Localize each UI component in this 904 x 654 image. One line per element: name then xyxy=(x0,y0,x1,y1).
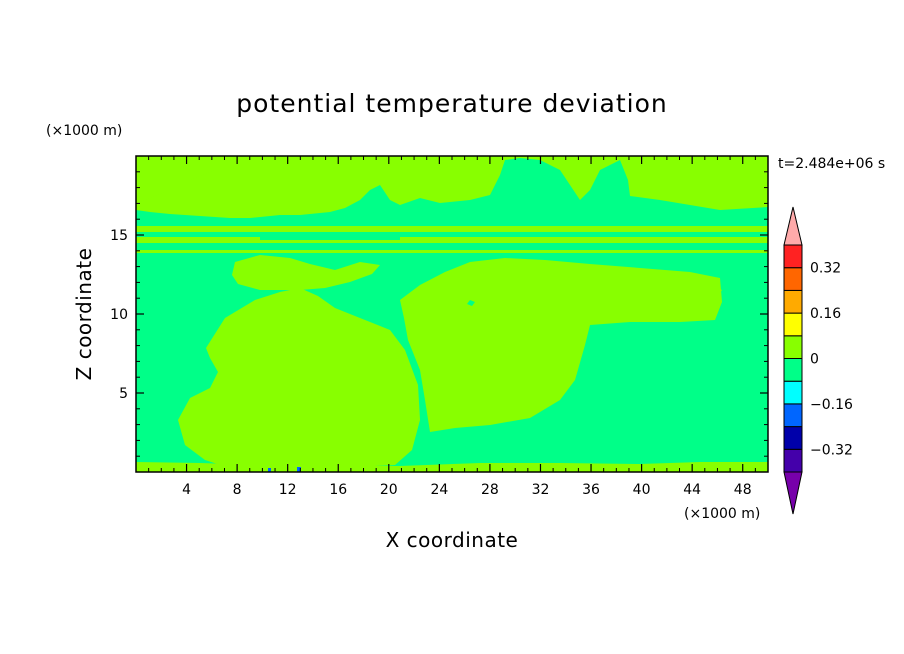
colorbar-segment xyxy=(783,426,803,450)
colorbar-segment xyxy=(783,358,803,382)
x-tick-label: 48 xyxy=(734,482,752,498)
contour-region-bottom xyxy=(136,462,768,472)
x-tick-label: 44 xyxy=(683,482,701,498)
colorbar-segment xyxy=(783,403,803,428)
contour-region-mid-left xyxy=(232,255,380,290)
contour-region-stripe-2 xyxy=(136,237,768,243)
colorbar-segment xyxy=(783,448,803,473)
contour-region-cap xyxy=(136,156,250,205)
x-axis-title: X coordinate xyxy=(386,528,519,552)
x-tick-label: 28 xyxy=(481,482,499,498)
y-tick-label: 5 xyxy=(119,386,128,402)
y-axis-title: Z coordinate xyxy=(72,248,96,381)
colorbar-tick-label: −0.16 xyxy=(810,397,853,413)
contour-band-negative-inner xyxy=(260,205,640,306)
contour-spot-2 xyxy=(297,467,301,472)
contour-region-inner-3 xyxy=(340,205,375,218)
colorbar-tick-label: 0 xyxy=(810,352,819,368)
colorbar-under-arrow xyxy=(783,471,803,515)
colorbar-segment xyxy=(783,312,803,337)
colorbar-segment xyxy=(783,289,803,314)
y-axis-ticks: 5 10 15 xyxy=(110,171,768,457)
contour-region-center xyxy=(400,258,722,432)
x-tick-label: 24 xyxy=(430,482,448,498)
x-axis-ticks: 4 8 12 16 20 24 28 32 36 40 44 48 xyxy=(148,156,756,498)
colorbar-segment xyxy=(783,244,803,269)
contour-region-inner-2 xyxy=(480,244,640,248)
contour-region-upper xyxy=(136,156,768,218)
contour-region-right-strip xyxy=(560,280,722,300)
contour-region-stripe-1 xyxy=(136,226,768,232)
colorbar: 0.32 0.16 0 −0.16 −0.32 xyxy=(783,206,853,515)
contour-band-positive xyxy=(136,156,768,472)
y-tick-label: 10 xyxy=(110,307,128,323)
contour-spot-1 xyxy=(268,468,271,472)
x-tick-label: 4 xyxy=(182,482,191,498)
x-tick-label: 32 xyxy=(532,482,550,498)
x-tick-label: 8 xyxy=(233,482,242,498)
contour-region-inner-1 xyxy=(260,236,400,240)
x-unit-label: (×1000 m) xyxy=(684,506,760,522)
x-tick-label: 12 xyxy=(279,482,297,498)
x-tick-label: 16 xyxy=(329,482,347,498)
contour-region-stripe-3 xyxy=(136,250,768,253)
contour-field xyxy=(136,156,768,472)
x-tick-label: 36 xyxy=(582,482,600,498)
colorbar-tick-label: 0.16 xyxy=(810,306,841,322)
contour-spots xyxy=(268,467,301,472)
colorbar-segment xyxy=(783,380,803,405)
colorbar-segment xyxy=(783,267,803,291)
colorbar-tick-label: 0.32 xyxy=(810,261,841,277)
colorbar-tick-label: −0.32 xyxy=(810,442,853,458)
x-tick-label: 20 xyxy=(380,482,398,498)
y-unit-label: (×1000 m) xyxy=(46,123,122,139)
contour-region-inner-4 xyxy=(400,212,450,220)
contour-region-inner-5 xyxy=(467,300,475,306)
contour-region-lower-left xyxy=(178,288,420,470)
x-tick-label: 40 xyxy=(633,482,651,498)
y-tick-label: 15 xyxy=(110,228,128,244)
colorbar-segment xyxy=(783,335,803,359)
chart-title: potential temperature deviation xyxy=(236,89,667,118)
time-label: t=2.484e+06 s xyxy=(778,156,885,172)
colorbar-over-arrow xyxy=(783,206,803,246)
